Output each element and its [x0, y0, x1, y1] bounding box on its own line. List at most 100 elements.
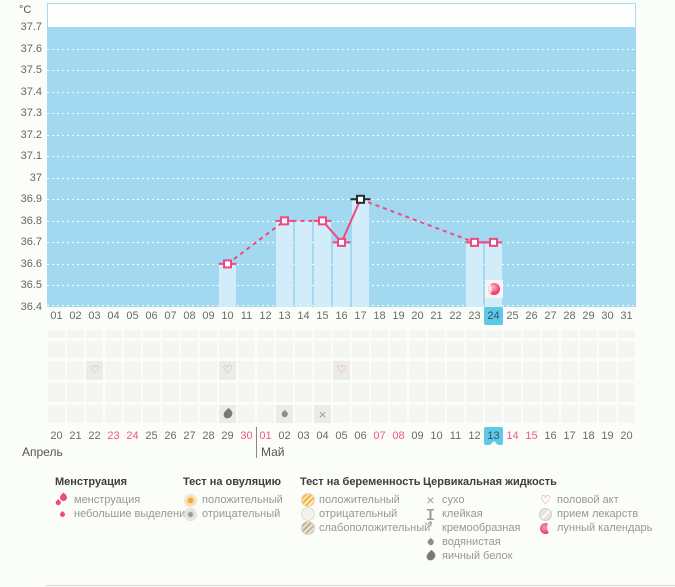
day-cell[interactable] [162, 341, 179, 358]
day-cell[interactable] [295, 330, 312, 338]
day-cell[interactable] [200, 330, 217, 338]
calendar-day-label-19[interactable]: 19 [601, 430, 614, 442]
day-cell[interactable] [295, 383, 312, 402]
day-cell[interactable] [67, 383, 84, 402]
day-cell[interactable] [542, 405, 559, 423]
cycle-day-label-09[interactable]: 09 [202, 310, 215, 322]
day-cell[interactable] [314, 405, 331, 423]
day-cell[interactable] [333, 341, 350, 358]
calendar-day-label-09[interactable]: 09 [411, 430, 424, 442]
temp-marker-day-16[interactable] [337, 237, 346, 247]
day-cell[interactable] [409, 330, 426, 338]
day-cell[interactable] [504, 341, 521, 358]
calendar-day-label-29[interactable]: 29 [221, 430, 234, 442]
cycle-day-label-13[interactable]: 13 [278, 310, 291, 322]
day-cell[interactable] [86, 383, 103, 402]
calendar-day-label-28[interactable]: 28 [202, 430, 215, 442]
day-cell[interactable] [162, 405, 179, 423]
day-cell[interactable] [504, 405, 521, 423]
day-cell[interactable] [409, 405, 426, 423]
day-cell[interactable] [352, 405, 369, 423]
day-cell[interactable] [352, 383, 369, 402]
day-cell[interactable] [181, 341, 198, 358]
calendar-day-label-18[interactable]: 18 [582, 430, 595, 442]
cycle-day-label-14[interactable]: 14 [297, 310, 310, 322]
cycle-day-label-27[interactable]: 27 [544, 310, 557, 322]
day-cell[interactable] [219, 361, 236, 380]
day-cell[interactable] [523, 383, 540, 402]
cycle-day-label-19[interactable]: 19 [392, 310, 405, 322]
cycle-day-label-31[interactable]: 31 [620, 310, 633, 322]
day-cell[interactable] [409, 383, 426, 402]
day-cell[interactable] [124, 341, 141, 358]
calendar-day-label-13[interactable]: 13 [484, 427, 503, 445]
day-cell[interactable] [618, 341, 635, 358]
day-cell[interactable] [428, 341, 445, 358]
day-cell[interactable] [390, 361, 407, 380]
day-cell[interactable] [485, 383, 502, 402]
day-cell[interactable] [466, 405, 483, 423]
day-cell[interactable] [276, 383, 293, 402]
day-cell[interactable] [333, 330, 350, 338]
temp-bar-day-16[interactable] [333, 242, 350, 307]
calendar-day-label-30[interactable]: 30 [240, 430, 253, 442]
day-cell[interactable] [485, 330, 502, 338]
day-cell[interactable] [295, 341, 312, 358]
temp-marker-day-24[interactable] [489, 237, 498, 247]
day-cell[interactable] [618, 330, 635, 338]
day-cell[interactable] [523, 361, 540, 380]
day-cell[interactable] [124, 405, 141, 423]
calendar-day-label-17[interactable]: 17 [563, 430, 576, 442]
day-cell[interactable] [561, 405, 578, 423]
cycle-day-label-02[interactable]: 02 [69, 310, 82, 322]
day-cell[interactable] [466, 341, 483, 358]
cycle-day-label-12[interactable]: 12 [259, 310, 272, 322]
day-cell[interactable] [314, 330, 331, 338]
day-cell[interactable] [67, 330, 84, 338]
day-cell[interactable] [599, 405, 616, 423]
day-cell[interactable] [238, 341, 255, 358]
calendar-day-label-05[interactable]: 05 [335, 430, 348, 442]
day-cell[interactable] [409, 361, 426, 380]
day-cell[interactable] [542, 383, 559, 402]
day-cell[interactable] [447, 341, 464, 358]
day-cell[interactable] [143, 361, 160, 380]
day-cell[interactable] [181, 330, 198, 338]
day-cell[interactable] [162, 383, 179, 402]
day-cell[interactable] [599, 341, 616, 358]
day-cell[interactable] [276, 361, 293, 380]
calendar-day-label-16[interactable]: 16 [544, 430, 557, 442]
day-cell[interactable] [276, 341, 293, 358]
cycle-day-label-28[interactable]: 28 [563, 310, 576, 322]
day-cell[interactable] [200, 341, 217, 358]
temp-marker-day-10[interactable] [223, 259, 232, 269]
cycle-day-label-15[interactable]: 15 [316, 310, 329, 322]
cycle-day-label-22[interactable]: 22 [449, 310, 462, 322]
day-cell[interactable] [48, 383, 65, 402]
day-cell[interactable] [48, 405, 65, 423]
day-cell[interactable] [390, 330, 407, 338]
day-cell[interactable] [314, 383, 331, 402]
day-cell[interactable] [580, 341, 597, 358]
day-cell[interactable] [428, 405, 445, 423]
day-cell[interactable] [390, 341, 407, 358]
cycle-day-label-01[interactable]: 01 [50, 310, 63, 322]
day-cell[interactable] [67, 405, 84, 423]
day-cell[interactable] [295, 405, 312, 423]
calendar-day-label-21[interactable]: 21 [69, 430, 82, 442]
temp-bar-day-13[interactable] [276, 220, 293, 307]
calendar-day-label-02[interactable]: 02 [278, 430, 291, 442]
day-cell[interactable] [333, 383, 350, 402]
day-cell[interactable] [485, 341, 502, 358]
day-cell[interactable] [428, 361, 445, 380]
day-cell[interactable] [48, 330, 65, 338]
day-cell[interactable] [580, 361, 597, 380]
day-cell[interactable] [105, 361, 122, 380]
day-cell[interactable] [390, 383, 407, 402]
day-cell[interactable] [599, 383, 616, 402]
cycle-day-label-03[interactable]: 03 [88, 310, 101, 322]
day-cell[interactable] [580, 330, 597, 338]
day-cell[interactable] [238, 361, 255, 380]
day-cell[interactable] [371, 341, 388, 358]
cycle-day-label-25[interactable]: 25 [506, 310, 519, 322]
